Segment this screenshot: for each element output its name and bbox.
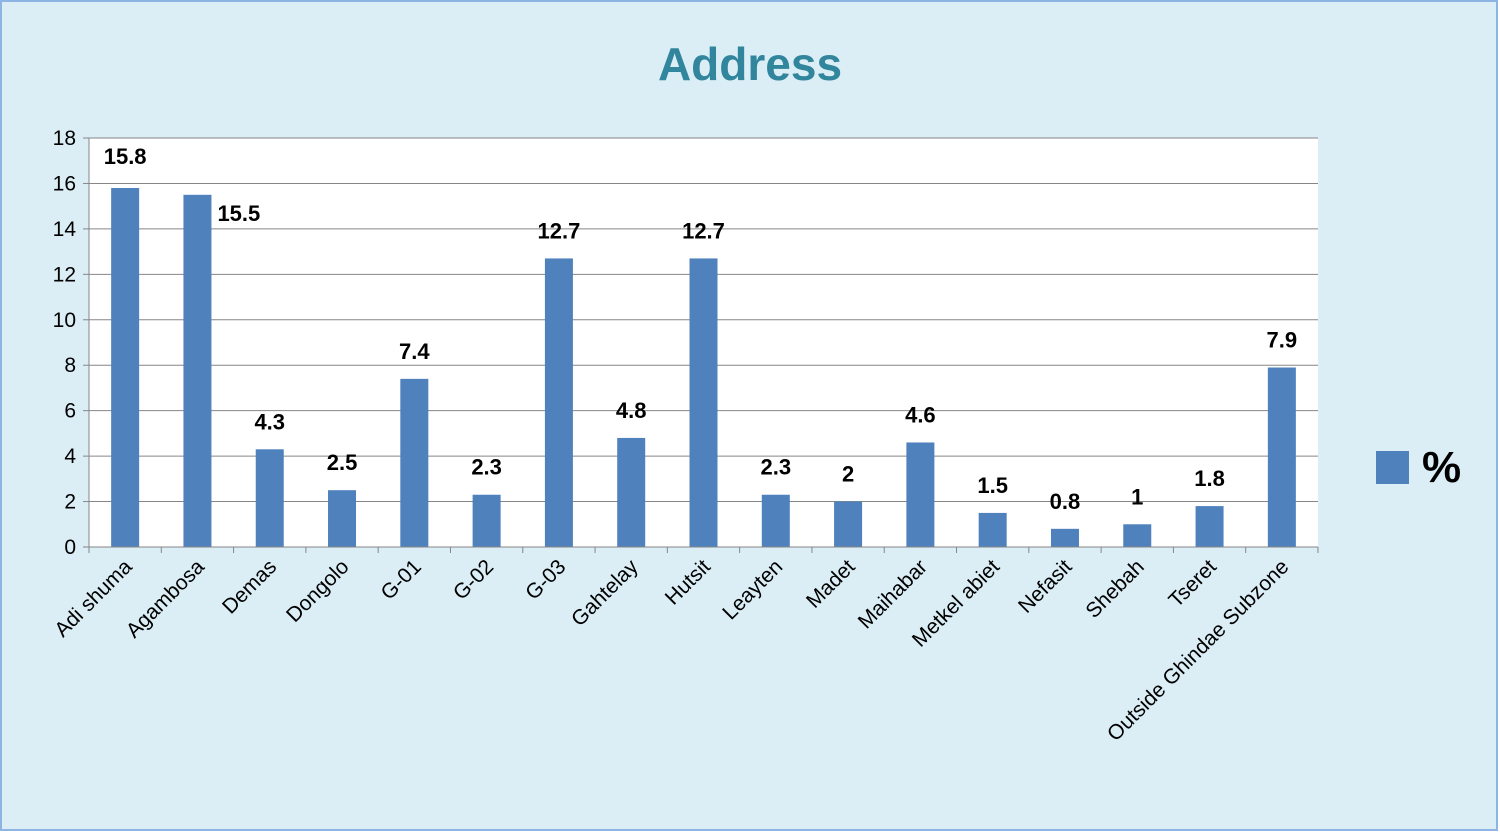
y-tick-label: 8	[64, 354, 76, 377]
y-tick-label: 6	[64, 400, 76, 423]
y-tick-label: 14	[53, 218, 77, 241]
bar	[1267, 367, 1296, 547]
chart-title: Address	[658, 38, 842, 90]
y-tick-label: 16	[53, 172, 76, 195]
bar	[1195, 506, 1224, 547]
bar	[1123, 524, 1152, 547]
legend: %	[1376, 443, 1461, 492]
y-tick-label: 18	[53, 127, 76, 150]
y-tick-label: 10	[53, 309, 76, 332]
y-tick-label: 0	[64, 536, 76, 559]
bar	[617, 437, 646, 547]
data-label: 1.8	[1194, 466, 1225, 491]
bar	[834, 501, 863, 547]
data-label: 4.6	[905, 402, 936, 427]
axes	[83, 137, 1319, 553]
bar	[544, 258, 573, 547]
y-tick-label: 2	[64, 491, 76, 514]
data-label: 15.8	[104, 144, 147, 169]
data-label: 1	[1131, 484, 1143, 509]
bar	[183, 194, 212, 548]
y-axis-ticks: 0 2 4 6 8 10 12 14 16 18	[53, 127, 77, 559]
data-label: 2.3	[471, 455, 502, 480]
bar	[400, 378, 429, 547]
bar	[255, 449, 284, 547]
bar	[978, 512, 1007, 547]
bar	[472, 494, 501, 547]
data-label: 7.4	[399, 339, 430, 364]
data-label: 7.9	[1267, 327, 1298, 352]
bar	[1050, 528, 1079, 547]
y-tick-label: 4	[64, 445, 76, 468]
data-label: 15.5	[217, 201, 260, 226]
legend-label: %	[1422, 443, 1461, 492]
bar	[906, 442, 935, 547]
y-tick-label: 12	[53, 263, 76, 286]
bar	[111, 187, 140, 547]
data-label: 4.3	[254, 409, 285, 434]
legend-swatch	[1376, 451, 1409, 484]
data-labels: 15.8 15.5 4.3 2.5 7.4 2.3 12.7 4.8 12.7 2.3 2 4.6 1.…	[104, 144, 1297, 514]
data-label: 2.5	[327, 450, 358, 475]
data-label: 0.8	[1050, 489, 1081, 514]
bar	[328, 490, 357, 547]
data-label: 2.3	[760, 455, 791, 480]
data-label: 12.7	[682, 218, 725, 243]
data-label: 12.7	[537, 218, 580, 243]
bar	[689, 258, 718, 547]
data-label: 2	[842, 462, 854, 487]
bars	[111, 187, 1296, 548]
bar	[761, 494, 790, 547]
data-label: 1.5	[977, 473, 1008, 498]
data-label: 4.8	[616, 398, 647, 423]
